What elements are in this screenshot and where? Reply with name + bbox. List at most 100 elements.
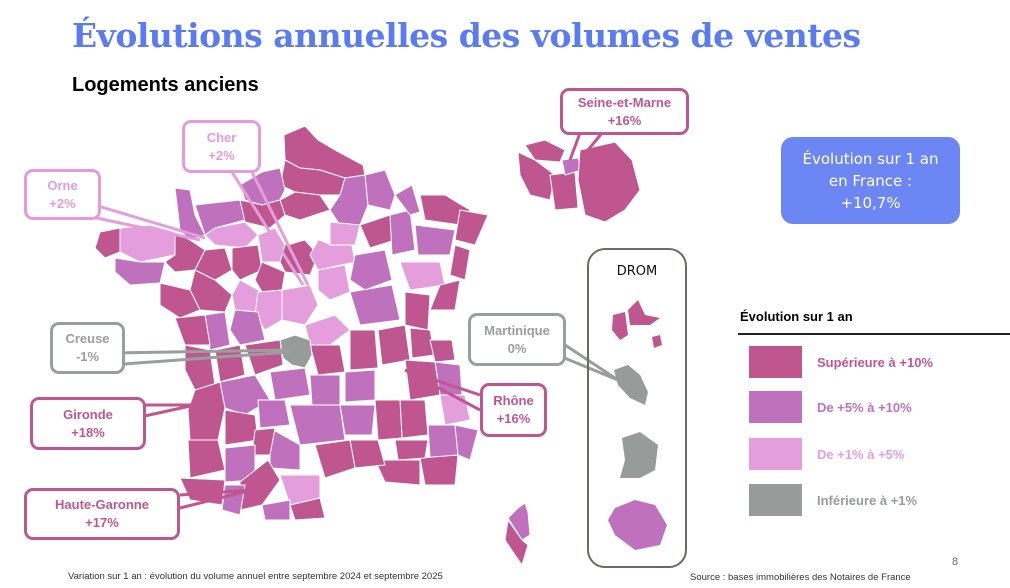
idf-essonne <box>549 171 579 211</box>
drom-box: DROM <box>587 248 687 568</box>
source-note: Source : bases immobilières des Notaires… <box>690 572 911 583</box>
reunion <box>608 500 667 550</box>
callout-name: Creuse <box>65 331 110 346</box>
callout-name: Haute-Garonne <box>55 497 149 512</box>
dept-aveyron <box>289 404 346 446</box>
summary-line1: Évolution sur 1 an <box>802 149 939 168</box>
callout-name: Martinique <box>484 322 550 338</box>
dept-aube <box>329 221 361 246</box>
guadeloupe <box>612 300 662 348</box>
dept-loire <box>349 329 379 371</box>
dept-haute-vienne <box>244 339 284 376</box>
leader-rhone <box>404 368 481 412</box>
dept-correze <box>269 367 311 401</box>
dept-lot-garonne <box>224 409 259 446</box>
dept-cher <box>281 284 319 326</box>
dept-seine-maritime <box>239 167 286 206</box>
callout-seine-et-marne: Seine-et-Marne +16% <box>560 88 689 135</box>
dept-doubs <box>429 279 461 311</box>
legend-swatch <box>749 346 802 378</box>
legend-swatch <box>749 484 802 516</box>
dept-haut-rhin <box>449 244 471 281</box>
dept-meuse <box>394 184 421 216</box>
legend-swatch <box>749 391 802 423</box>
idf-yvelines <box>517 151 556 201</box>
dept-drome <box>399 399 429 439</box>
dept-lozere <box>339 404 376 436</box>
dept-jura <box>404 291 431 331</box>
callout-haute-garonne: Haute-Garonne +17% <box>24 488 180 540</box>
callout-value: +16% <box>607 112 642 128</box>
drom-label: DROM <box>616 264 658 279</box>
callout-value: +2% <box>208 147 235 163</box>
callout-value: 0% <box>507 340 527 356</box>
dept-puy-dome <box>309 344 346 376</box>
dept-bouches-rhone <box>374 459 421 486</box>
callout-value: -1% <box>75 349 100 364</box>
page-subtitle: Logements anciens <box>72 74 259 96</box>
dept-morbihan <box>114 257 166 286</box>
dept-creuse <box>279 334 313 369</box>
dept-nievre <box>317 264 351 301</box>
dept-gard <box>349 439 386 469</box>
legend-label: De +1% à +5% <box>817 446 905 462</box>
dept-alpes-mar <box>454 424 479 461</box>
dept-herault <box>314 439 356 479</box>
summary-line2: en France : <box>828 171 913 190</box>
dept-sarthe <box>231 244 263 281</box>
legend-label: Supérieure à +10% <box>817 354 933 370</box>
guyane <box>620 432 658 478</box>
dept-haute-marne <box>389 209 416 256</box>
legend-item-5to10: De +5% à +10% <box>749 391 912 423</box>
martinique <box>614 365 648 405</box>
page-number: 8 <box>952 556 959 568</box>
dept-vienne <box>229 309 266 346</box>
leader-martinique <box>561 341 619 382</box>
dept-ariege <box>261 499 291 521</box>
dept-vaucluse <box>394 439 429 461</box>
corse-haute <box>507 502 531 541</box>
callout-rhone: Rhône +16% <box>480 383 547 437</box>
summary-value: +10,7% <box>840 193 901 212</box>
legend-swatch <box>749 438 802 470</box>
callout-value: +2% <box>49 195 76 211</box>
dept-ardeche <box>374 399 403 441</box>
dept-var <box>419 454 459 486</box>
dept-loire-atl <box>159 282 201 319</box>
dept-rhone <box>377 324 411 366</box>
dept-pyr-orientales <box>289 497 326 521</box>
callout-cher: Cher +2% <box>182 120 261 173</box>
leader-creuse <box>109 348 291 367</box>
dept-gironde <box>187 381 226 441</box>
legend-item-inf1: Inférieure à +1% <box>749 484 917 516</box>
legend-divider <box>738 333 1010 335</box>
legend-label: Inférieure à +1% <box>817 492 918 508</box>
callout-name: Seine-et-Marne <box>577 94 672 110</box>
dept-oise <box>279 191 331 221</box>
dept-cantal <box>309 374 341 406</box>
dept-alpes-hp <box>427 424 459 459</box>
leader-haute-garonne <box>179 488 253 510</box>
idf-val-oise <box>524 139 566 163</box>
dept-cote-or <box>349 249 393 291</box>
callout-name: Rhône <box>493 393 534 408</box>
callout-creuse: Creuse -1% <box>50 322 125 374</box>
dept-haute-saone <box>399 261 446 291</box>
dept-cotes-armor <box>94 227 121 259</box>
leader-seine-marne <box>568 132 604 161</box>
legend-title: Évolution sur 1 an <box>740 309 853 324</box>
page-title: Évolutions annuelles des volumes de vent… <box>72 16 861 55</box>
dept-landes <box>187 439 226 479</box>
dept-ardennes <box>364 169 396 211</box>
dept-tarn <box>269 427 301 471</box>
dept-mayenne <box>194 247 233 281</box>
callout-name: Orne <box>47 177 78 193</box>
idf-seine-marne <box>577 141 641 223</box>
leader-gironde <box>139 403 196 419</box>
dept-hautes-alpes <box>439 394 471 426</box>
idf-hole <box>285 215 330 245</box>
corse-sud <box>504 519 529 566</box>
footnote: Variation sur 1 an : évolution du volume… <box>68 571 443 582</box>
dept-vosges <box>414 224 456 256</box>
